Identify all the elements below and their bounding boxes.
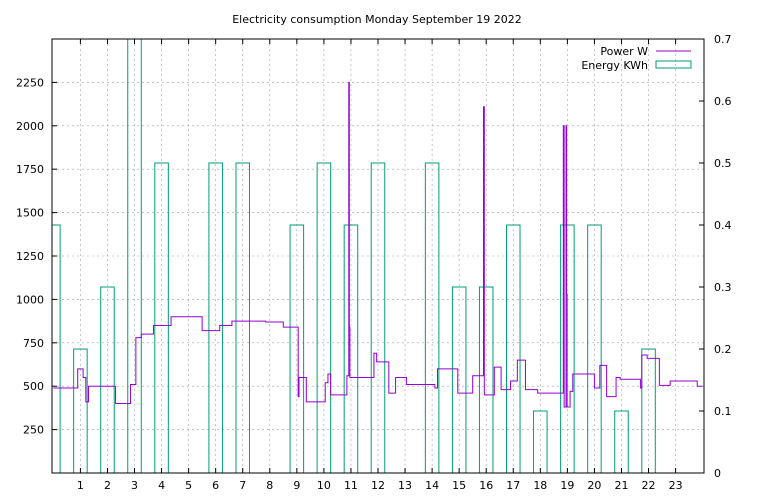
y-tick-label-8: 2250 bbox=[16, 76, 44, 89]
grid-lines bbox=[52, 39, 704, 473]
x-tick-label-13: 14 bbox=[425, 479, 439, 492]
x-tick-label-15: 16 bbox=[479, 479, 493, 492]
y2-tick-label-1: 0.1 bbox=[714, 405, 732, 418]
y-tick-label-3: 1000 bbox=[16, 293, 44, 306]
x-tick-label-3: 4 bbox=[158, 479, 165, 492]
y2-tick-label-4: 0.4 bbox=[714, 219, 732, 232]
y-tick-label-2: 750 bbox=[23, 337, 44, 350]
x-tick-label-4: 5 bbox=[185, 479, 192, 492]
energy-box-0 bbox=[51, 224, 61, 474]
x-tick-label-1: 2 bbox=[104, 479, 111, 492]
x-axis: 1 2 3 4 5 6 7 8 9 10 11 12 13 14 15 16 17 18 19 20 21 22 23 bbox=[77, 39, 683, 492]
x-tick-label-21: 22 bbox=[642, 479, 656, 492]
x-tick-label-18: 19 bbox=[560, 479, 574, 492]
x-tick-label-2: 3 bbox=[131, 479, 138, 492]
y-tick-label-0: 250 bbox=[23, 424, 44, 437]
x-tick-label-16: 17 bbox=[506, 479, 520, 492]
x-tick-label-12: 13 bbox=[398, 479, 412, 492]
x-tick-label-20: 21 bbox=[614, 479, 628, 492]
y-tick-label-4: 1250 bbox=[16, 250, 44, 263]
x-tick-label-11: 12 bbox=[371, 479, 385, 492]
legend-energy-swatch bbox=[655, 60, 692, 69]
power-line-group bbox=[53, 81, 703, 408]
x-tick-label-5: 6 bbox=[212, 479, 219, 492]
x-tick-label-17: 18 bbox=[533, 479, 547, 492]
y-tick-label-5: 1500 bbox=[16, 207, 44, 220]
x-tick-label-19: 20 bbox=[587, 479, 601, 492]
x-tick-label-22: 23 bbox=[669, 479, 683, 492]
legend-power-label: Power W bbox=[600, 45, 648, 58]
x-tick-label-10: 11 bbox=[344, 479, 358, 492]
y-tick-label-1: 500 bbox=[23, 380, 44, 393]
y-axis-left: 250 500 750 1000 1250 1500 1750 2000 2250 bbox=[16, 76, 57, 437]
x-tick-label-7: 8 bbox=[266, 479, 273, 492]
y2-tick-label-5: 0.5 bbox=[714, 157, 732, 170]
x-tick-label-8: 9 bbox=[293, 479, 300, 492]
y-tick-label-6: 1750 bbox=[16, 163, 44, 176]
x-tick-label-0: 1 bbox=[77, 479, 84, 492]
chart-title: Electricity consumption Monday September… bbox=[232, 13, 522, 26]
x-tick-label-9: 10 bbox=[317, 479, 331, 492]
power-line bbox=[53, 81, 703, 408]
legend: Power W Energy KWh bbox=[581, 45, 692, 72]
y2-tick-label-0: 0 bbox=[714, 467, 721, 480]
y-axis-right: 0 0.1 0.2 0.3 0.4 0.5 0.6 0.7 bbox=[699, 33, 732, 480]
y2-tick-label-2: 0.2 bbox=[714, 343, 732, 356]
legend-energy-label: Energy KWh bbox=[581, 59, 648, 72]
y2-tick-label-7: 0.7 bbox=[714, 33, 732, 46]
x-tick-label-6: 7 bbox=[239, 479, 246, 492]
y2-tick-label-6: 0.6 bbox=[714, 95, 732, 108]
y-tick-label-7: 2000 bbox=[16, 120, 44, 133]
x-tick-label-14: 15 bbox=[452, 479, 466, 492]
y2-tick-label-3: 0.3 bbox=[714, 281, 732, 294]
